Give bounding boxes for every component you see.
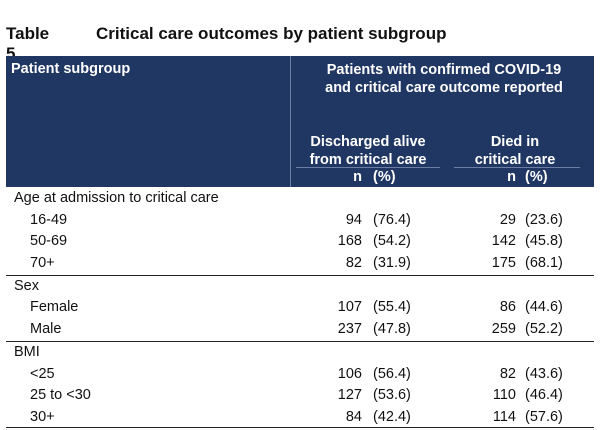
discharged-n: 168 — [337, 233, 362, 250]
header-discharged-line1: Discharged alive — [310, 134, 426, 150]
died-pct: (43.6) — [525, 365, 563, 382]
section-divider — [6, 340, 594, 342]
row-label: Female — [30, 299, 79, 316]
died-n: 114 — [492, 408, 516, 425]
died-n: 29 — [499, 211, 516, 228]
table-row: 50-69 168 (54.2) 142 (45.8) — [6, 231, 594, 253]
header-died-line1: Died in — [490, 134, 540, 150]
died-n: 86 — [499, 299, 516, 316]
died-n: 142 — [491, 233, 516, 250]
header-group: Patients with confirmed COVID-19 and cri… — [294, 61, 594, 97]
table-row: Male 237 (47.8) 259 (52.2) — [6, 319, 594, 341]
section-header: Sex — [6, 276, 594, 298]
header-patient-subgroup: Patient subgroup — [11, 61, 131, 77]
table-row: 70+ 82 (31.9) 175 (68.1) — [6, 253, 594, 275]
discharged-n: 84 — [345, 408, 362, 425]
row-label: 30+ — [30, 408, 55, 425]
table-number: Table 5 — [6, 24, 50, 63]
discharged-pct: (53.6) — [373, 387, 411, 404]
row-label: <25 — [30, 365, 55, 382]
table-row: <25 106 (56.4) 82 (43.6) — [6, 364, 594, 386]
header-discharged-line2: from critical care — [309, 152, 427, 168]
table-row: 16-49 94 (76.4) 29 (23.6) — [6, 210, 594, 232]
died-pct: (44.6) — [525, 299, 563, 316]
discharged-pct: (76.4) — [373, 211, 411, 228]
header-pct-died: (%) — [525, 169, 548, 185]
section-label: Age at admission to critical care — [14, 190, 219, 206]
header-n-died: n — [507, 169, 516, 185]
died-pct: (68.1) — [525, 255, 563, 272]
table-title-text: Critical care outcomes by patient subgro… — [96, 24, 447, 43]
died-n: 259 — [491, 321, 516, 338]
section-divider — [6, 274, 594, 276]
discharged-n: 82 — [345, 255, 362, 272]
discharged-n: 237 — [337, 321, 362, 338]
section-label: Sex — [14, 277, 39, 294]
died-n: 175 — [491, 255, 516, 272]
discharged-pct: (54.2) — [373, 233, 411, 250]
row-label: 25 to <30 — [30, 387, 91, 404]
header-died-line2: critical care — [474, 152, 556, 168]
discharged-pct: (55.4) — [373, 299, 411, 316]
header-divider — [290, 56, 291, 187]
section-header: Age at admission to critical care — [6, 188, 594, 210]
table-bottom-rule — [6, 427, 594, 428]
header-pct-discharged: (%) — [373, 169, 396, 185]
died-pct: (52.2) — [525, 321, 563, 338]
header-discharged: Discharged alive from critical care — [294, 133, 442, 169]
header-n-discharged: n — [353, 169, 362, 185]
discharged-n: 94 — [345, 211, 362, 228]
header-underline-died — [454, 167, 580, 168]
died-pct: (23.6) — [525, 211, 563, 228]
table-row: 25 to <30 127 (53.6) 110 (46.4) — [6, 385, 594, 407]
died-pct: (57.6) — [525, 408, 563, 425]
died-n: 82 — [499, 365, 516, 382]
row-label: 16-49 — [30, 211, 68, 228]
row-label: 50-69 — [30, 233, 68, 250]
header-underline-discharged — [296, 167, 440, 168]
discharged-pct: (56.4) — [373, 365, 411, 382]
discharged-pct: (47.8) — [373, 321, 411, 338]
died-n: 110 — [492, 387, 516, 404]
discharged-n: 106 — [337, 365, 362, 382]
section-label: BMI — [14, 343, 40, 360]
table-row: 30+ 84 (42.4) 114 (57.6) — [6, 407, 594, 429]
died-pct: (45.8) — [525, 233, 563, 250]
section-header: BMI — [6, 342, 594, 364]
discharged-n: 127 — [337, 387, 362, 404]
died-pct: (46.4) — [525, 387, 563, 404]
row-label: 70+ — [30, 255, 55, 272]
row-label: Male — [30, 321, 62, 338]
header-died: Died in critical care — [450, 133, 580, 169]
discharged-pct: (31.9) — [373, 255, 411, 272]
header-group-line2: and critical care outcome reported — [325, 80, 563, 96]
discharged-pct: (42.4) — [373, 408, 411, 425]
header-group-line1: Patients with confirmed COVID-19 — [326, 62, 562, 78]
table-body: Age at admission to critical care 16-49 … — [6, 188, 594, 429]
table-row: Female 107 (55.4) 86 (44.6) — [6, 297, 594, 319]
table-header: Patient subgroup Patients with confirmed… — [6, 56, 594, 187]
discharged-n: 107 — [337, 299, 362, 316]
